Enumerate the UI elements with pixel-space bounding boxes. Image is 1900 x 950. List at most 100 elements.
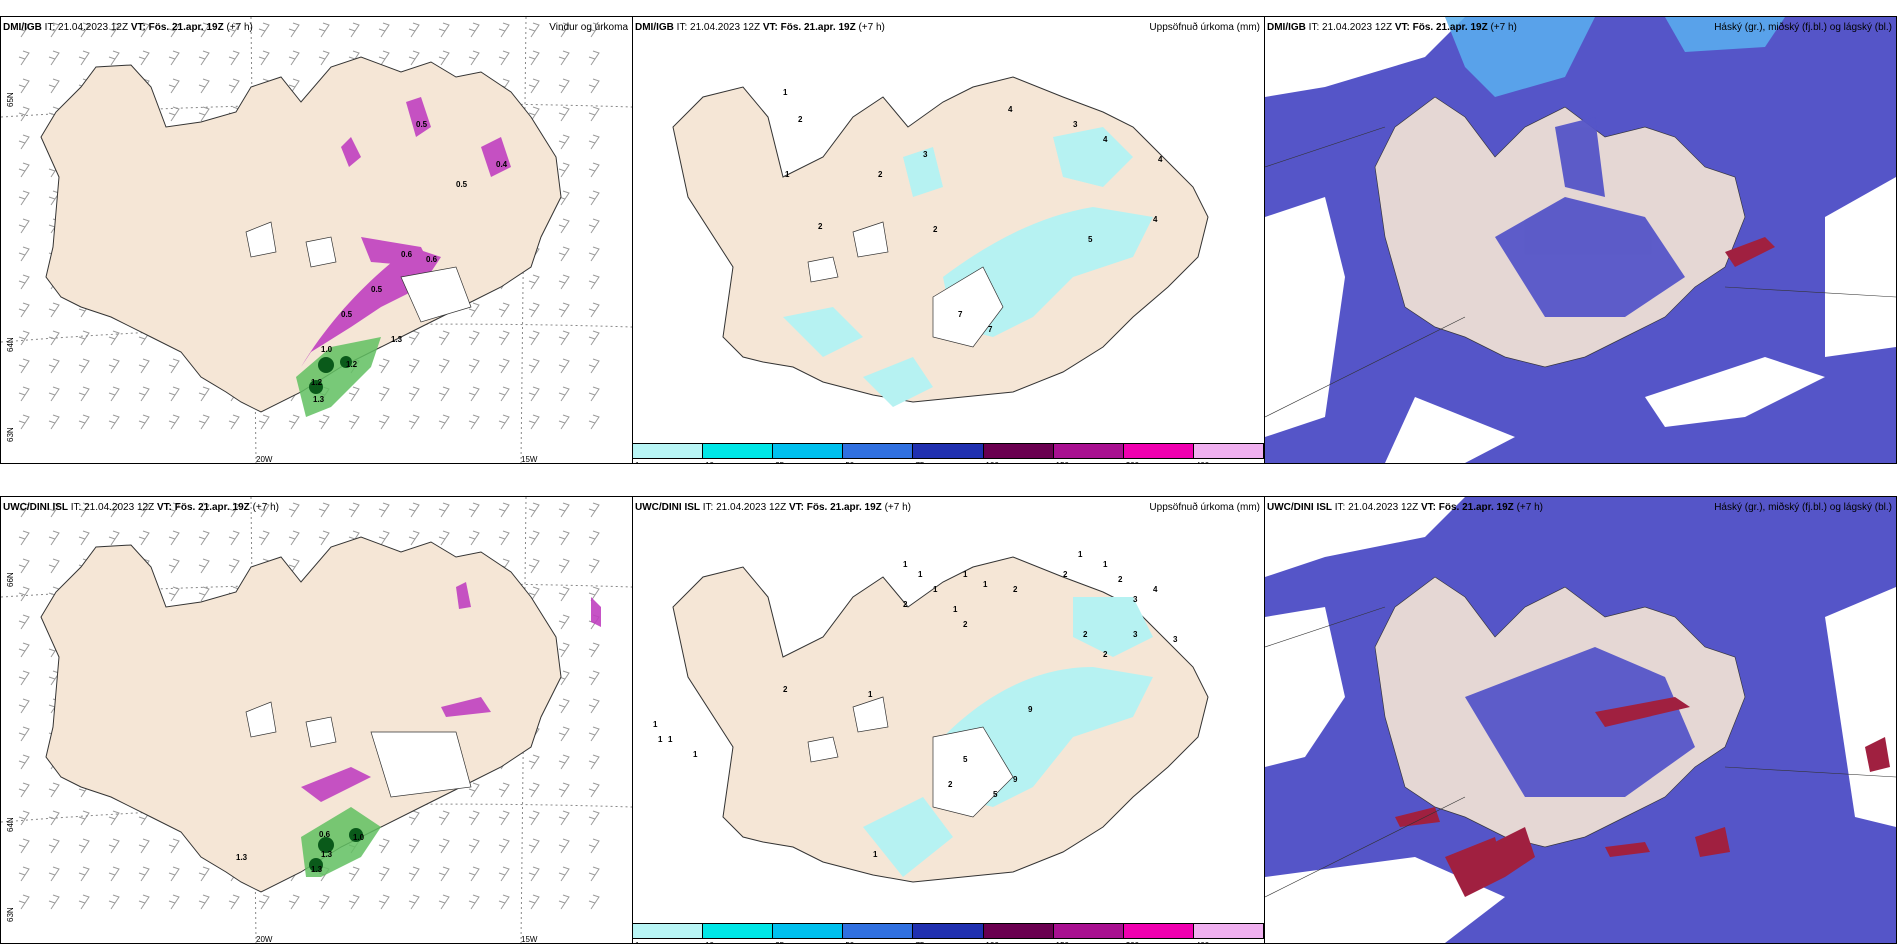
wind-barb [438,22,450,38]
accum-value: 5 [1088,235,1093,244]
lat-label: 63N [6,427,15,442]
wind-barb [18,698,30,714]
wind-barb [228,530,240,546]
wind-barb [138,414,150,430]
wind-barb [528,358,540,374]
wind-barb [588,866,600,882]
wind-barb [558,530,570,546]
wind-barb [498,502,510,518]
lat-label: 66N [6,572,15,587]
wind-barb [408,838,420,854]
wind-barb [498,386,510,402]
wind-barb [558,414,570,430]
lon-label: 20W [256,455,273,463]
valid-time: Fös. 21.apr. 19Z [780,22,856,33]
wind-barb [558,698,570,714]
valid-time: Fös. 21.apr. 19Z [806,502,882,513]
wind-barb [438,330,450,346]
wind-barb [18,302,30,318]
colorbar-swatch [913,924,984,938]
wind-barb [48,358,60,374]
panel-title: Uppsöfnuð úrkoma (mm) [1149,502,1260,513]
wind-barb [558,50,570,66]
precip-value: 0.5 [416,120,428,129]
panel-header: UWC/DINI ISL IT: 21.04.2023 12Z VT: Fös.… [1267,499,1892,517]
wind-barb [288,894,300,910]
wind-barb [498,414,510,430]
wind-barb [228,894,240,910]
wind-precip-map-panel-1[interactable]: 65N 64N 63N 20W 15W 0.5 0.5 0.4 0.6 0.6 … [0,16,633,464]
wind-barb [498,22,510,38]
wind-barb [408,810,420,826]
accum-value: 2 [903,600,908,609]
accum-value: 1 [783,88,788,97]
precip-value: 0.4 [496,160,508,169]
wind-barb [378,386,390,402]
lon-label: 20W [256,935,273,943]
panel-title: Háský (gr.), miðský (fj.bl.) og lágský (… [1714,502,1892,513]
precip-value: 1.3 [391,335,403,344]
accum-precip-map-panel-1[interactable]: 1 2 1 3 4 2 3 4 2 2 4 5 7 7 4 DMI/IGB IT… [632,16,1265,464]
accum-precip-map-panel-2[interactable]: 1 1 1 2 1 1 2 2 1 1 2 1 2 3 4 3 2 2 9 5 [632,496,1265,944]
wind-barb [558,586,570,602]
wind-barb [78,530,90,546]
wind-barb [138,386,150,402]
wind-barb [78,414,90,430]
accum-value: 2 [783,685,788,694]
wind-barb [558,218,570,234]
wind-barb [468,782,480,798]
cloud-map-panel-1[interactable]: DMI/IGB IT: 21.04.2023 12Z VT: Fös. 21.a… [1264,16,1897,464]
wind-barb [48,386,60,402]
wind-barb [498,810,510,826]
colorbar-swatch [703,924,774,938]
wind-barb [198,866,210,882]
wind-barb [18,330,30,346]
wind-barb [468,530,480,546]
wind-barb [408,866,420,882]
wind-barb [588,358,600,374]
colorbar-swatch [773,924,844,938]
wind-barb [138,502,150,518]
colorbar-tick: 100 [986,941,999,943]
wind-barb [588,782,600,798]
wind-barb [558,274,570,290]
wind-barb [18,78,30,94]
wind-barb [18,246,30,262]
colorbar-swatch [983,444,1054,458]
colorbar-tick: 150 [1056,461,1069,463]
wind-barb [348,502,360,518]
colorbar-swatch [633,444,704,458]
wind-precip-map-panel-2[interactable]: 66N 64N 63N 20W 15W 0.6 1.3 1.0 1.3 1.3 … [0,496,633,944]
colorbar-swatch [773,444,844,458]
wind-barb [528,502,540,518]
colorbar-swatch [913,444,984,458]
wind-barb [138,894,150,910]
wind-barb [228,558,240,574]
colorbar-swatch [983,924,1054,938]
wind-barb [78,358,90,374]
wind-barb [168,414,180,430]
wind-barb [558,642,570,658]
wind-barb [408,530,420,546]
wind-barb [138,530,150,546]
accum-value: 1 [918,570,923,579]
wind-barb [48,414,60,430]
colorbar-tick: 200 [1126,461,1139,463]
wind-barb [528,22,540,38]
wind-barb [48,302,60,318]
model-name: UWC/DINI ISL [3,502,68,513]
wind-barb [498,330,510,346]
precip-value: 0.6 [426,255,438,264]
accum-value: 2 [933,225,938,234]
lead-time: (+7 h) [252,502,279,513]
model-name: DMI/IGB [3,22,42,33]
wind-barb [528,50,540,66]
lead-time: (+7 h) [1490,22,1517,33]
wind-barb [78,22,90,38]
cloud-map-panel-2[interactable]: UWC/DINI ISL IT: 21.04.2023 12Z VT: Fös.… [1264,496,1897,944]
wind-barb [168,558,180,574]
colorbar-tick: 1 [635,941,639,943]
accum-value: 4 [1158,155,1163,164]
wind-barb [528,274,540,290]
accum-value: 7 [988,325,993,334]
